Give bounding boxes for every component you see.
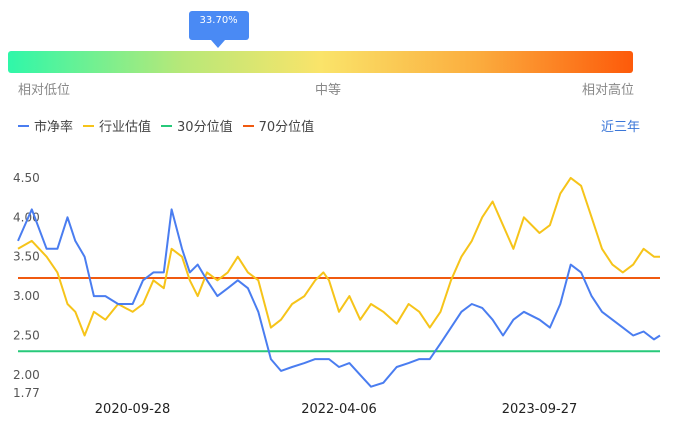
- legend-label-pb: 市净率: [34, 120, 74, 135]
- legend-item-industry[interactable]: 行业估值: [83, 116, 151, 135]
- chart-legend: 市净率 行业估值 30分位值 70分位值: [18, 116, 314, 135]
- y-tick-label: 4.50: [13, 171, 40, 185]
- percentile-tooltip: 33.70%: [188, 11, 249, 48]
- legend-swatch-pb: [18, 124, 29, 127]
- legend-swatch-industry: [83, 124, 95, 127]
- y-tick-label: 3.00: [13, 289, 40, 303]
- y-tick-label: 2.00: [13, 368, 40, 382]
- legend-item-p30[interactable]: 30分位值: [161, 116, 233, 135]
- pb-series-line: [17, 208, 661, 388]
- period-selector-3y[interactable]: 近三年: [600, 120, 640, 135]
- y-tick-label: 1.77: [13, 386, 40, 400]
- percentile-value: 33.70%: [199, 15, 238, 26]
- legend-item-p70[interactable]: 70分位值: [242, 116, 315, 135]
- x-tick-label: 2022-04-06: [301, 402, 377, 417]
- x-tick-label: 2020-09-28: [95, 402, 171, 417]
- legend-item-pb[interactable]: 市净率: [18, 116, 73, 135]
- y-tick-label: 3.50: [13, 250, 40, 264]
- valuation-line-chart: 4.504.003.503.002.502.001.77 2020-09-28 2…: [13, 171, 661, 417]
- y-tick-label: 2.50: [13, 328, 40, 342]
- legend-swatch-p30: [161, 124, 173, 127]
- legend-swatch-p70: [242, 124, 254, 127]
- gauge-high-label: 相对高位: [582, 83, 635, 98]
- industry-series-line: [17, 176, 660, 337]
- x-axis-ticks: 2020-09-28 2022-04-06 2023-09-27: [95, 402, 577, 417]
- legend-label-industry: 行业估值: [99, 120, 152, 135]
- legend-label-p30: 30分位值: [177, 120, 233, 135]
- series-lines: [17, 176, 661, 388]
- x-tick-label: 2023-09-27: [502, 402, 578, 417]
- reference-lines: [18, 276, 660, 353]
- legend-label-p70: 70分位值: [258, 120, 315, 135]
- gauge-low-label: 相对低位: [18, 83, 71, 98]
- valuation-gauge-bar: [8, 51, 633, 73]
- y-axis-ticks: 4.504.003.503.002.502.001.77: [13, 171, 40, 400]
- gauge-mid-label: 中等: [315, 83, 342, 98]
